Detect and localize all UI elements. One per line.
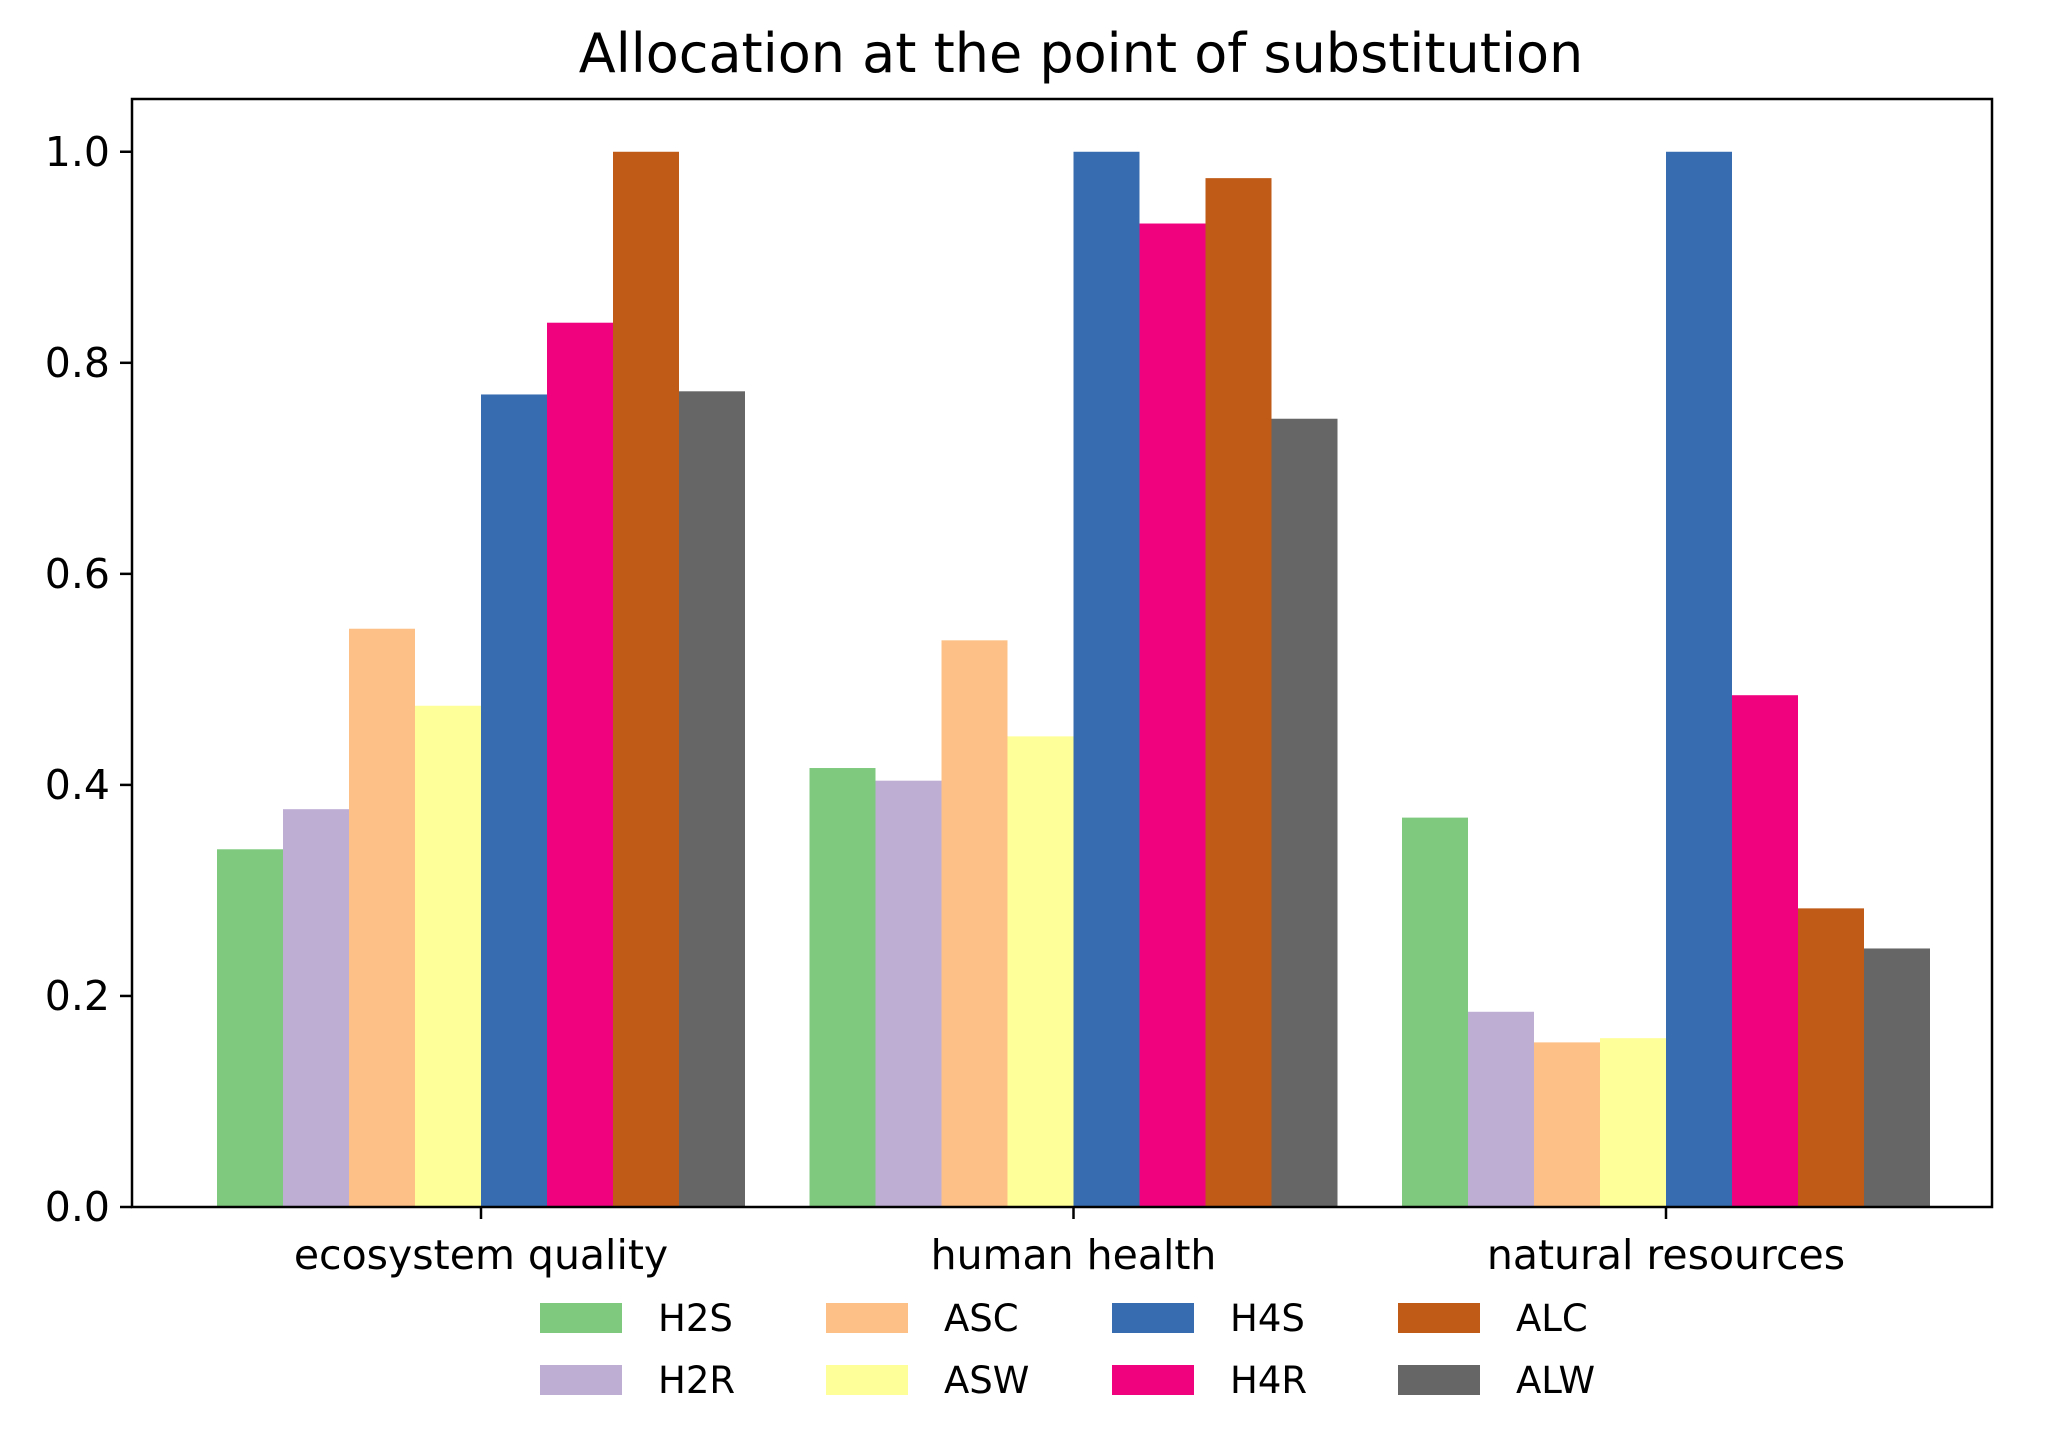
x-tick-label: ecosystem quality <box>294 1231 668 1279</box>
bar-ASW-1 <box>1007 736 1074 1207</box>
bar-H4S-1 <box>1073 151 1140 1207</box>
legend-label-H2S: H2S <box>658 1297 733 1340</box>
bar-H2S-2 <box>1402 817 1468 1207</box>
legend-label-H4R: H4R <box>1230 1359 1307 1402</box>
legend-label-ALW: ALW <box>1516 1359 1595 1402</box>
bar-H2R-1 <box>875 780 942 1207</box>
y-tick-label: 1.0 <box>45 128 110 176</box>
legend-swatch-ASC <box>826 1303 908 1333</box>
chart-title: Allocation at the point of substitution <box>579 22 1583 85</box>
bar-ASC-1 <box>941 640 1008 1207</box>
bar-ASC-0 <box>349 628 415 1207</box>
bar-H4S-0 <box>481 394 547 1207</box>
bar-H4R-2 <box>1732 695 1798 1207</box>
x-tick-label: natural resources <box>1487 1231 1845 1279</box>
bar-ASC-2 <box>1534 1042 1600 1207</box>
bar-ASW-0 <box>415 705 481 1207</box>
legend-label-ALC: ALC <box>1516 1297 1588 1340</box>
x-axis: ecosystem quality human health natural res… <box>294 1207 1845 1279</box>
bar-ALC-0 <box>613 151 679 1207</box>
bar-H2S-1 <box>809 768 876 1207</box>
legend-swatch-ASW <box>826 1365 908 1395</box>
legend-label-ASC: ASC <box>944 1297 1019 1340</box>
legend-label-H2R: H2R <box>658 1359 735 1402</box>
y-tick-label: 0.6 <box>45 550 110 598</box>
bar-H2S-0 <box>217 849 283 1207</box>
y-tick-label: 0.0 <box>45 1183 110 1231</box>
bar-ALC-1 <box>1205 178 1272 1208</box>
bars-group <box>217 151 1930 1208</box>
y-tick-label: 0.2 <box>45 972 110 1020</box>
legend-label-H4S: H4S <box>1230 1297 1305 1340</box>
plot-frame <box>130 97 1994 1209</box>
legend-swatch-H4R <box>1112 1365 1194 1395</box>
y-tick-label: 0.4 <box>45 761 110 809</box>
bar-ASW-2 <box>1600 1038 1666 1207</box>
y-tick-label: 0.8 <box>45 339 110 387</box>
bar-ALW-0 <box>679 391 745 1207</box>
legend-swatch-ALC <box>1398 1303 1480 1333</box>
bar-ALW-2 <box>1864 948 1930 1207</box>
legend-swatch-H2S <box>540 1303 622 1333</box>
bar-H4S-2 <box>1666 151 1732 1207</box>
bar-ALC-2 <box>1798 908 1864 1207</box>
bar-ALW-1 <box>1271 418 1338 1207</box>
y-axis: 0.0 0.2 0.4 0.6 0.8 1.0 <box>45 128 132 1231</box>
legend-swatch-ALW <box>1398 1365 1480 1395</box>
legend-swatch-H2R <box>540 1365 622 1395</box>
legend-swatch-H4S <box>1112 1303 1194 1333</box>
legend-label-ASW: ASW <box>944 1359 1029 1402</box>
bar-H4R-1 <box>1139 223 1206 1208</box>
bar-H2R-2 <box>1468 1011 1534 1207</box>
legend: H2S H2R ASC ASW H4S H4R ALC ALW <box>540 1297 1595 1402</box>
bar-H4R-0 <box>547 322 613 1208</box>
x-tick-label: human health <box>931 1231 1217 1279</box>
bar-H2R-0 <box>283 809 349 1207</box>
